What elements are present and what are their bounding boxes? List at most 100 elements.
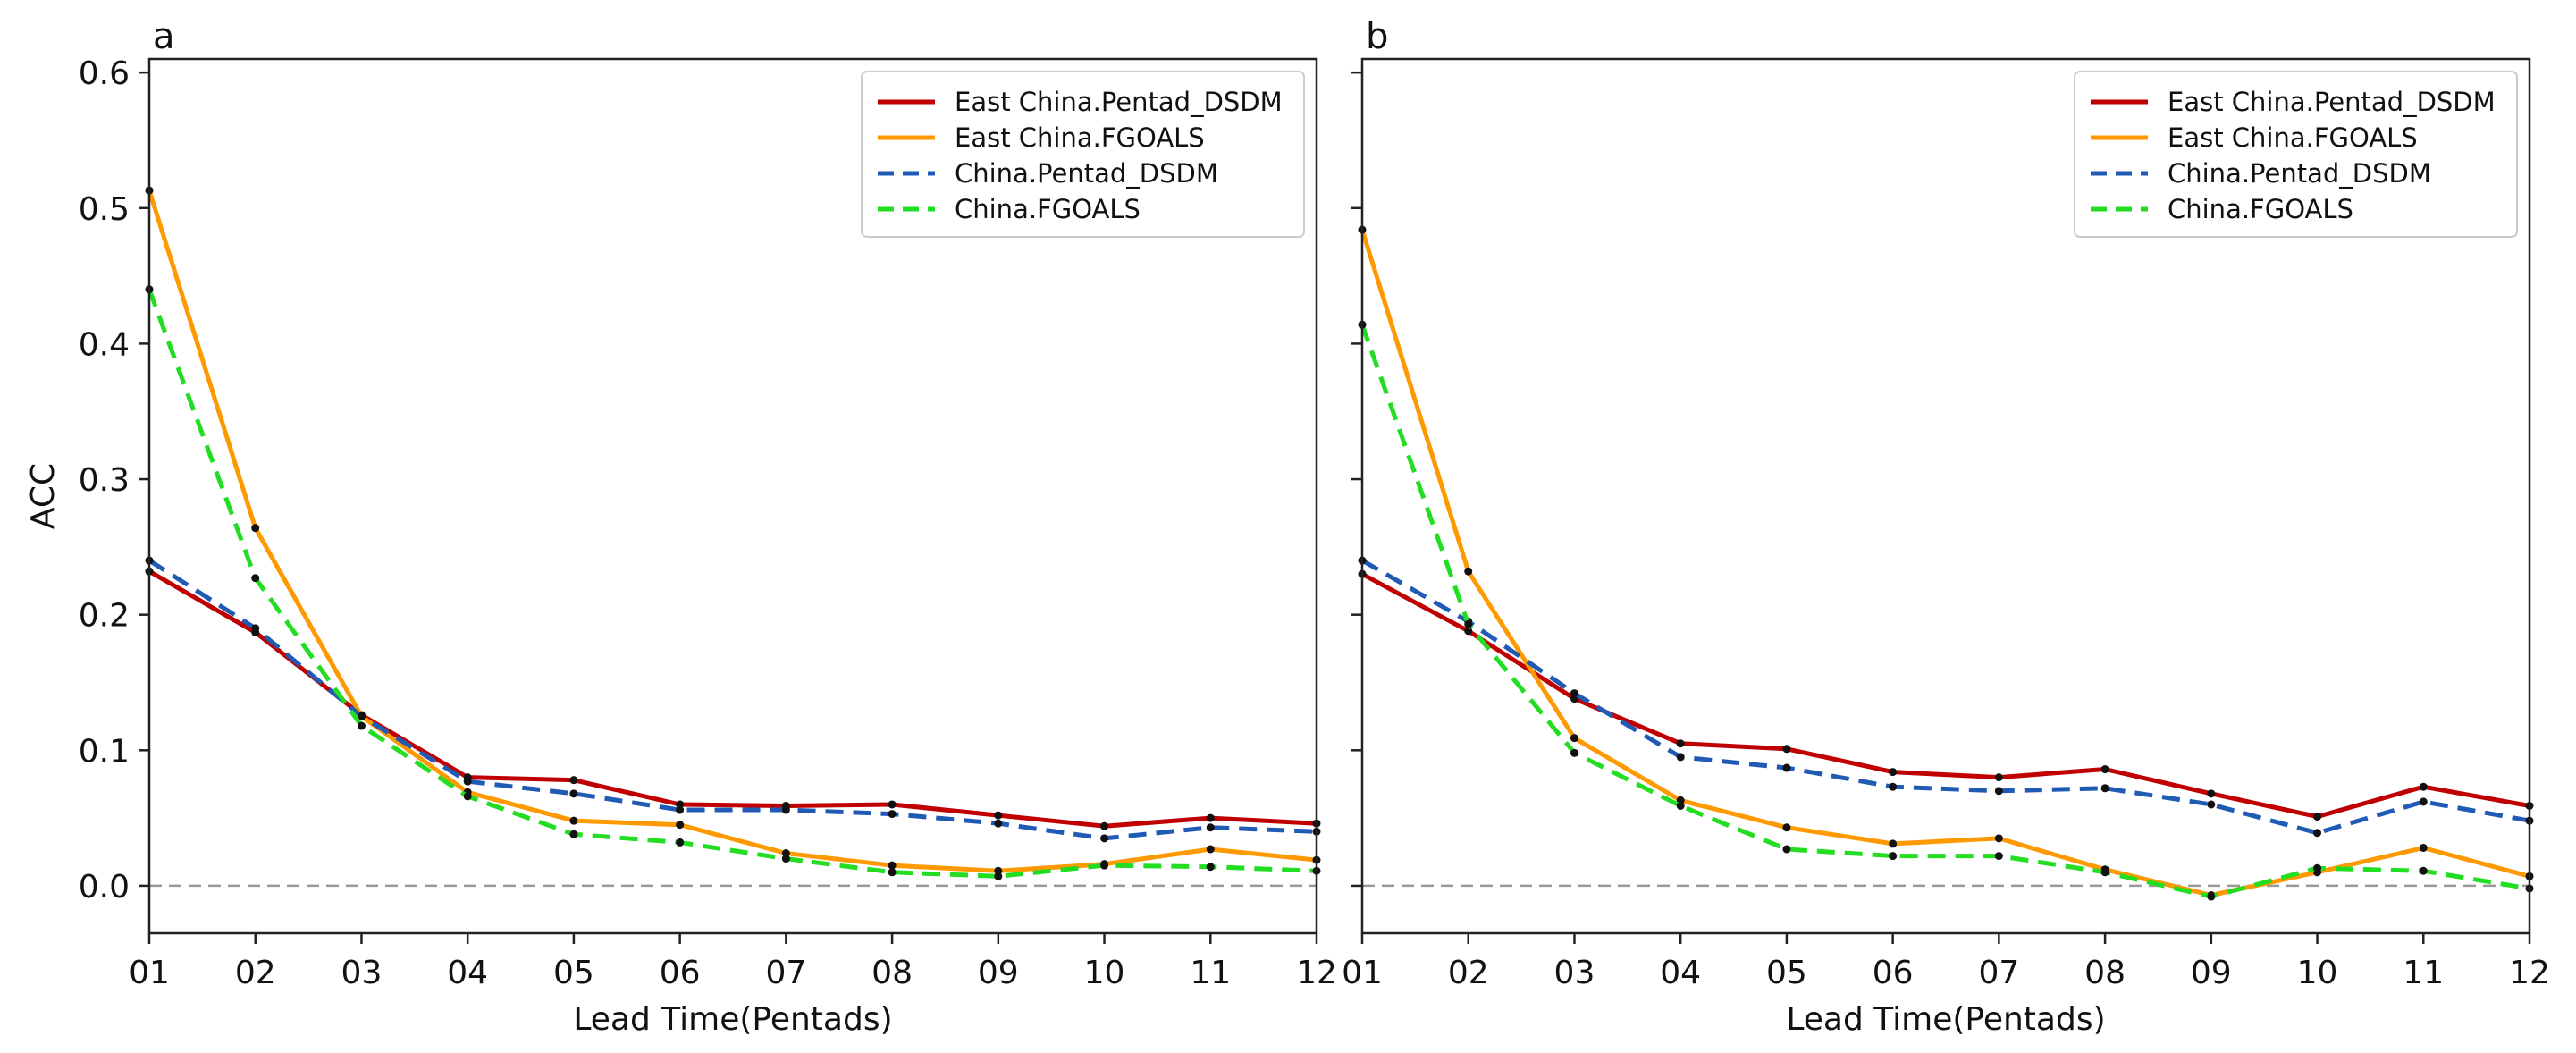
legend: East China.Pentad_DSDM East China.FGOALS C… xyxy=(861,71,1305,238)
legend-label-3: China.FGOALS xyxy=(955,194,1141,224)
data-point-s3-02 xyxy=(1464,619,1473,628)
data-point-s0-06 xyxy=(1889,768,1898,777)
x-tick-label: 06 xyxy=(660,955,701,991)
data-point-s2-07 xyxy=(781,805,790,814)
data-point-s3-04 xyxy=(463,792,472,801)
data-point-s0-10 xyxy=(2313,813,2322,821)
data-point-s2-03 xyxy=(357,712,366,720)
data-point-s2-05 xyxy=(1782,763,1791,772)
data-point-s2-09 xyxy=(2207,800,2216,809)
series-line-2 xyxy=(147,558,1317,841)
data-point-s0-09 xyxy=(994,811,1003,820)
data-point-s3-09 xyxy=(2207,892,2216,901)
data-point-s2-05 xyxy=(569,789,578,798)
data-point-s1-11 xyxy=(2419,843,2428,852)
panel-label: a xyxy=(153,16,175,57)
data-point-s0-07 xyxy=(1994,773,2003,782)
series-line-0 xyxy=(1360,571,2530,820)
data-point-s3-07 xyxy=(1994,852,2003,861)
x-tick-label: 12 xyxy=(1296,955,1337,991)
x-tick-label: 09 xyxy=(2191,955,2232,991)
data-point-s3-11 xyxy=(2419,866,2428,875)
x-tick-label: 09 xyxy=(978,955,1019,991)
data-point-s3-08 xyxy=(2100,868,2109,877)
panel-label: b xyxy=(1366,16,1388,57)
plot-frame xyxy=(1360,57,2531,935)
data-point-s1-06 xyxy=(676,821,685,830)
data-point-s3-10 xyxy=(2313,863,2322,872)
data-point-s2-11 xyxy=(1206,823,1215,832)
data-point-s1-05 xyxy=(569,816,578,825)
data-point-s0-08 xyxy=(2100,765,2109,774)
x-tick-label: 07 xyxy=(1978,955,2019,991)
legend-label-1: East China.FGOALS xyxy=(955,122,1205,153)
data-point-s1-02 xyxy=(251,524,260,533)
data-point-s1-07 xyxy=(1994,834,2003,843)
x-tick-label: 04 xyxy=(1660,955,1701,991)
x-tick-label: 03 xyxy=(341,955,383,991)
x-tick-label: 11 xyxy=(1190,955,1231,991)
chart-panel-b: 01 02 03 04 05 06 07 08 09 10 11 12 Lead Time(Pentad… xyxy=(1342,16,2550,1038)
data-point-s1-06 xyxy=(1889,839,1898,848)
data-point-s1-11 xyxy=(1206,845,1215,854)
data-point-s3-06 xyxy=(676,838,685,847)
legend-box xyxy=(861,71,1305,238)
x-tick-label: 04 xyxy=(447,955,488,991)
data-point-s0-11 xyxy=(1206,813,1215,822)
x-tick-label: 01 xyxy=(1342,955,1383,991)
data-point-s0-08 xyxy=(888,800,897,809)
legend: East China.Pentad_DSDM East China.FGOALS C… xyxy=(2074,71,2518,238)
x-tick-label: 05 xyxy=(553,955,594,991)
data-point-s2-10 xyxy=(2313,829,2322,838)
x-tick-label: 07 xyxy=(765,955,806,991)
data-point-s2-02 xyxy=(251,624,260,633)
data-point-s2-10 xyxy=(1100,834,1109,843)
data-point-s0-04 xyxy=(1676,739,1685,748)
x-axis-label: Lead Time(Pentads) xyxy=(573,1001,892,1038)
x-tick-label: 08 xyxy=(871,955,913,991)
data-point-s2-04 xyxy=(1676,753,1685,762)
legend-label-1: East China.FGOALS xyxy=(2168,122,2418,153)
x-axis-label: Lead Time(Pentads) xyxy=(1786,1001,2105,1038)
data-point-s3-02 xyxy=(251,574,260,583)
data-point-s2-08 xyxy=(888,810,897,819)
x-tick-label: 08 xyxy=(2084,955,2126,991)
legend-label-2: China.Pentad_DSDM xyxy=(955,158,1218,189)
y-tick-label: 0.2 xyxy=(79,598,130,635)
y-tick-label: 0.6 xyxy=(79,55,130,92)
data-point-s2-03 xyxy=(1570,689,1578,698)
data-point-s3-10 xyxy=(1100,861,1109,870)
series-line-0 xyxy=(147,569,1317,829)
series-line-2 xyxy=(1360,558,2530,836)
data-point-s3-05 xyxy=(1782,845,1791,854)
x-tick-label: 06 xyxy=(1873,955,1914,991)
y-tick-label: 0.5 xyxy=(79,191,130,228)
data-point-s2-09 xyxy=(994,819,1003,828)
x-tick-label: 12 xyxy=(2509,955,2550,991)
data-point-s0-05 xyxy=(569,776,578,785)
data-point-s2-06 xyxy=(676,805,685,814)
y-tick-label: 0.3 xyxy=(79,462,130,499)
y-tick-label: 0.1 xyxy=(79,733,130,770)
legend-label-0: East China.Pentad_DSDM xyxy=(2168,87,2496,117)
data-point-s3-05 xyxy=(569,830,578,838)
x-tick-label: 11 xyxy=(2403,955,2444,991)
data-point-s1-05 xyxy=(1782,823,1791,832)
data-point-s2-08 xyxy=(2100,784,2109,793)
x-tick-label: 02 xyxy=(1448,955,1489,991)
data-point-s2-04 xyxy=(463,777,472,786)
series-line-3 xyxy=(147,288,1317,879)
data-point-s0-09 xyxy=(2207,789,2216,798)
chart-panel-a: 01 02 03 04 05 06 07 08 09 10 11 12 0.0 0.1 0.2 0.3 0.4 0… xyxy=(25,16,1337,1038)
data-point-s0-10 xyxy=(1100,821,1109,830)
x-tick-label: 03 xyxy=(1554,955,1595,991)
x-tick-label: 10 xyxy=(1084,955,1125,991)
data-point-s1-03 xyxy=(1570,734,1578,743)
data-point-s2-11 xyxy=(2419,797,2428,806)
data-point-s3-09 xyxy=(994,872,1003,880)
data-point-s2-07 xyxy=(1994,787,2003,796)
series-line-1 xyxy=(147,190,1317,873)
data-point-s3-11 xyxy=(1206,863,1215,872)
data-point-s3-08 xyxy=(888,868,897,877)
